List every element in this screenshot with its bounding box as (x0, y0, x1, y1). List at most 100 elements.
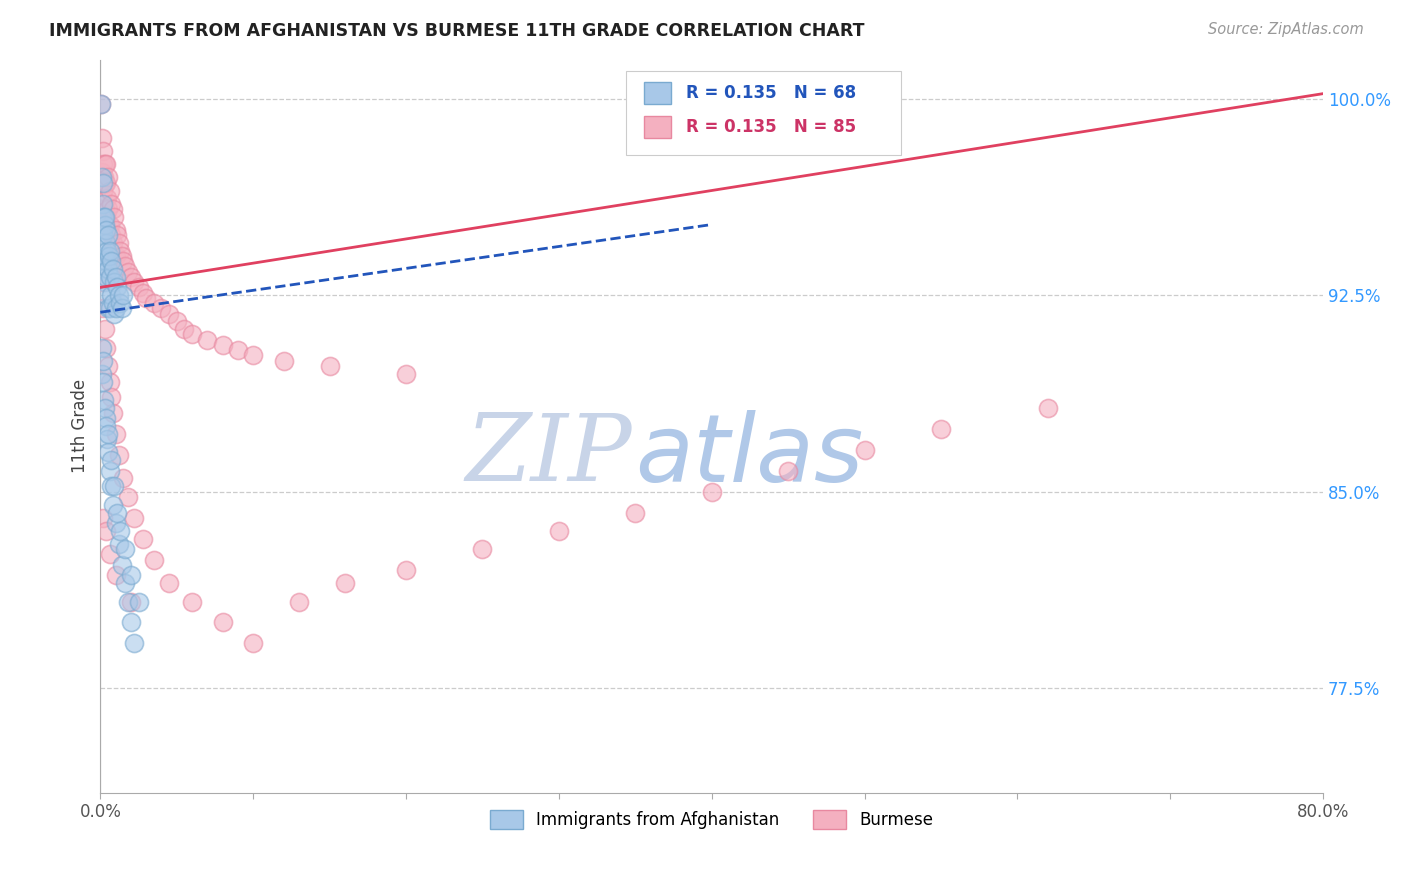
Point (93, 510, 115, 524)
Point (114, 260, 136, 274)
Point (107, 448, 129, 462)
Point (103, 479, 125, 493)
Point (96, 432, 118, 446)
Point (120, 568, 142, 582)
Point (142, 552, 165, 566)
Point (93, 227, 115, 242)
Point (97, 301, 120, 316)
Point (101, 296, 124, 310)
Point (94, 269, 117, 284)
Point (104, 568, 127, 582)
Point (93, 157, 115, 171)
Point (98, 375, 121, 389)
Point (93, 301, 115, 316)
Point (93, 184, 115, 198)
Point (100, 288, 122, 302)
Point (94, 218, 117, 232)
Point (96, 157, 118, 171)
Point (90, 97, 112, 112)
Point (91, 176, 114, 190)
Point (93, 249, 115, 263)
Point (90, 165, 112, 179)
Point (107, 537, 129, 551)
Point (96, 419, 118, 434)
Point (173, 322, 195, 336)
Point (117, 490, 139, 504)
Point (90, 341, 112, 355)
Point (94, 401, 117, 415)
Point (94, 202, 117, 216)
Point (98, 244, 121, 258)
Point (105, 280, 128, 294)
Point (91, 353, 114, 368)
Point (96, 210, 118, 224)
Text: R = 0.135   N = 68: R = 0.135 N = 68 (686, 84, 856, 102)
Point (122, 636, 145, 650)
Y-axis label: 11th Grade: 11th Grade (72, 379, 89, 473)
Point (111, 249, 134, 263)
Point (101, 202, 124, 216)
Point (96, 341, 118, 355)
Text: Source: ZipAtlas.com: Source: ZipAtlas.com (1208, 22, 1364, 37)
Point (98, 218, 121, 232)
Point (166, 314, 188, 328)
Point (93, 392, 115, 407)
Point (96, 244, 118, 258)
Legend: Immigrants from Afghanistan, Burmese: Immigrants from Afghanistan, Burmese (484, 803, 941, 836)
Point (122, 275, 145, 289)
Text: IMMIGRANTS FROM AFGHANISTAN VS BURMESE 11TH GRADE CORRELATION CHART: IMMIGRANTS FROM AFGHANISTAN VS BURMESE 1… (49, 22, 865, 40)
Point (120, 269, 142, 284)
Point (395, 563, 418, 577)
Point (94, 322, 117, 336)
Point (853, 442, 876, 457)
Point (100, 254, 122, 268)
Point (111, 301, 134, 316)
Point (101, 498, 124, 512)
Point (101, 235, 124, 250)
Point (288, 594, 311, 608)
Point (91, 145, 114, 159)
Point (107, 235, 129, 250)
Point (128, 280, 150, 294)
FancyBboxPatch shape (626, 70, 901, 155)
Point (103, 275, 125, 289)
Point (91, 223, 114, 237)
Point (93, 210, 115, 224)
Point (104, 269, 127, 284)
Point (132, 532, 155, 546)
Point (150, 301, 173, 316)
Point (90, 210, 112, 224)
Point (94, 275, 117, 289)
Point (93, 196, 115, 211)
Point (94, 249, 117, 263)
Point (114, 576, 136, 591)
Point (98, 301, 121, 316)
Point (104, 223, 127, 237)
Point (96, 191, 118, 205)
Point (929, 422, 952, 436)
Point (211, 338, 233, 352)
Point (117, 594, 139, 608)
Point (100, 453, 122, 467)
Point (117, 265, 139, 279)
Point (94, 176, 117, 190)
Point (107, 288, 129, 302)
Point (103, 307, 125, 321)
Point (94, 157, 117, 171)
Point (97, 427, 120, 442)
Point (1036, 401, 1059, 415)
Point (105, 227, 128, 242)
Point (195, 333, 218, 347)
Point (110, 296, 132, 310)
Point (100, 196, 122, 211)
Point (97, 359, 120, 373)
Point (112, 288, 135, 302)
Point (98, 464, 121, 478)
Point (104, 427, 127, 442)
Point (96, 176, 118, 190)
Point (90, 131, 112, 145)
Point (226, 343, 249, 358)
Point (94, 411, 117, 425)
Point (90, 367, 112, 381)
Point (97, 249, 120, 263)
